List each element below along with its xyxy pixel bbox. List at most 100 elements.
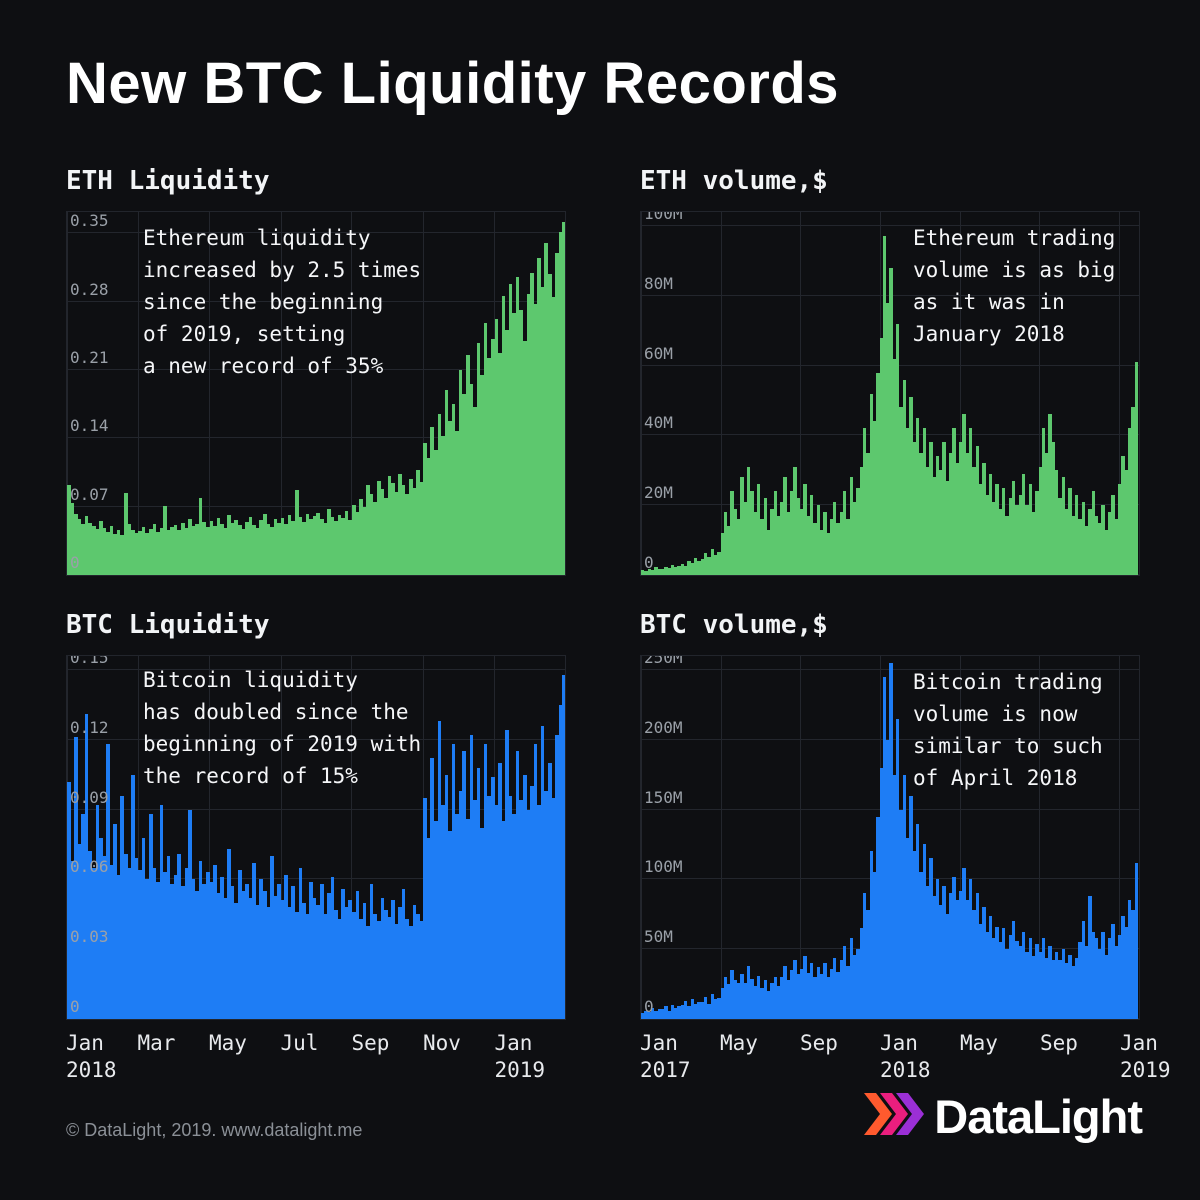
bar: [839, 960, 844, 1019]
bar: [862, 893, 867, 1019]
y-axis-label: 0.14: [70, 416, 109, 436]
bar: [1065, 963, 1069, 1019]
gridline-vertical: [641, 212, 642, 575]
bar: [348, 900, 352, 1019]
bar: [876, 372, 880, 575]
bar: [707, 1003, 711, 1019]
bar: [1078, 519, 1082, 575]
bar: [985, 494, 989, 575]
bar: [234, 902, 238, 1019]
bar: [127, 867, 132, 1019]
bar: [441, 804, 445, 1019]
bar: [899, 809, 903, 1019]
bar: [975, 445, 979, 575]
bar: [872, 421, 877, 575]
bar: [312, 898, 317, 1019]
bar: [1035, 943, 1039, 1019]
bar: [644, 1010, 648, 1019]
bar: [664, 1006, 668, 1019]
bar: [555, 252, 559, 575]
bar: [843, 491, 847, 575]
bar: [1058, 960, 1062, 1019]
bar: [473, 800, 477, 1019]
bar: [896, 323, 900, 575]
bar: [230, 886, 235, 1019]
bar: [869, 851, 873, 1019]
bar: [657, 569, 661, 575]
bar: [352, 911, 356, 1019]
bar: [1114, 519, 1118, 575]
bar: [202, 522, 206, 575]
bar: [198, 497, 203, 575]
bar: [793, 960, 797, 1019]
bar: [291, 886, 295, 1019]
bar: [1101, 505, 1105, 575]
bar: [476, 767, 481, 1019]
bar: [680, 1005, 685, 1019]
bar: [487, 795, 491, 1019]
bar: [181, 886, 185, 1019]
bar: [866, 910, 870, 1019]
bar: [505, 330, 509, 575]
bar: [776, 985, 781, 1019]
chart-annotation: Ethereum trading volume is as big as it wa…: [913, 222, 1115, 350]
bar: [423, 443, 427, 575]
y-axis-label: 40M: [644, 413, 673, 433]
bar: [800, 968, 804, 1019]
bar: [902, 379, 906, 575]
bar: [505, 730, 509, 1019]
bar: [483, 744, 488, 1019]
bar: [1031, 512, 1036, 575]
bar: [889, 267, 893, 575]
y-axis-label: 50M: [644, 927, 673, 947]
bar: [743, 501, 747, 575]
bar: [102, 528, 107, 575]
bar: [355, 511, 360, 575]
bar: [932, 896, 936, 1019]
bar: [853, 954, 857, 1019]
bar: [273, 895, 278, 1019]
chart-annotation: Bitcoin liquidity has doubled since the be…: [143, 664, 421, 792]
bar: [515, 277, 520, 575]
bar: [1118, 484, 1122, 575]
bar: [892, 358, 897, 575]
chart-title-btc-volume: BTC volume,$: [640, 610, 828, 640]
bar: [945, 914, 950, 1019]
bar: [469, 735, 474, 1019]
bar: [469, 383, 474, 575]
y-axis-label: 100M: [644, 857, 683, 877]
left-column-x-axis: Jan 2018 Mar May Jul Sep Nov Jan 2019: [66, 1030, 586, 1094]
bar: [348, 520, 352, 575]
bar: [982, 907, 986, 1019]
chart-annotation: Bitcoin trading volume is now similar to s…: [913, 666, 1103, 794]
datalight-logo: DataLight: [864, 1088, 1143, 1145]
bar: [205, 872, 210, 1019]
bar: [1104, 954, 1109, 1019]
bar: [369, 494, 374, 575]
x-axis-label-month: May: [209, 1031, 247, 1055]
bar: [826, 533, 830, 575]
x-axis-label-month: Nov: [423, 1031, 461, 1055]
btc-liquidity-chart: BTC Liquidity 0 0.03 0.06 0.09 0.12 0.15 Bitco…: [66, 610, 566, 1094]
bar: [793, 466, 797, 575]
bar: [882, 676, 887, 1019]
chart-annotation-line: of 2019, setting: [143, 322, 346, 346]
chart-annotation-line: Ethereum liquidity: [143, 226, 371, 250]
chart-title-eth-liquidity: ETH Liquidity: [66, 166, 270, 196]
chart-annotation-line: January 2018: [913, 322, 1065, 346]
bar: [448, 420, 452, 575]
bar: [387, 916, 392, 1019]
bar: [124, 853, 128, 1019]
bar: [1084, 526, 1089, 575]
bar: [519, 309, 523, 575]
x-axis-label-month: Sep: [800, 1031, 838, 1055]
gridline-vertical: [959, 212, 961, 575]
bar: [929, 442, 933, 575]
gridline-vertical: [351, 212, 353, 575]
x-axis-label: Jul: [281, 1030, 319, 1057]
bar: [690, 999, 694, 1019]
bar: [287, 907, 292, 1019]
bar: [730, 970, 734, 1019]
bar: [906, 837, 910, 1019]
bar: [988, 915, 993, 1019]
